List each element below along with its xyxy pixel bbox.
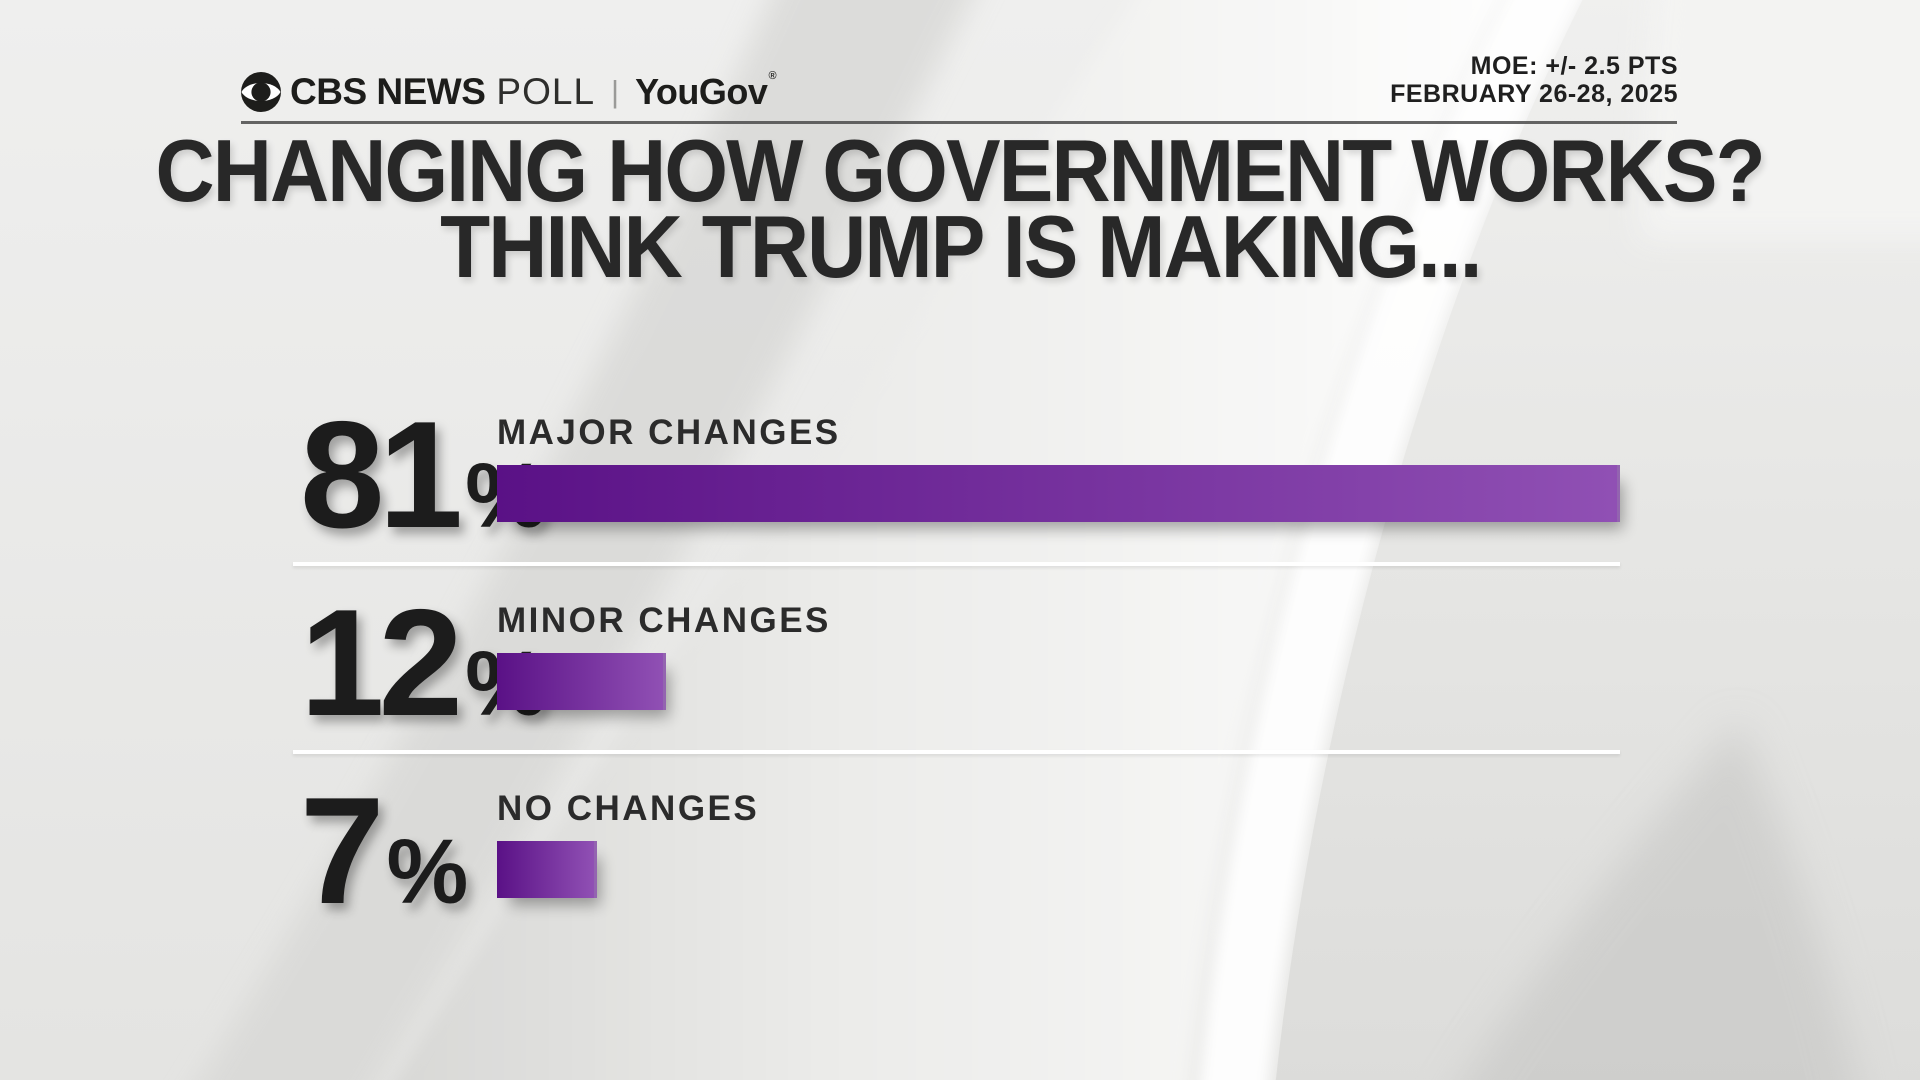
registered-mark: ® <box>768 70 777 82</box>
row-separator <box>293 562 1620 566</box>
brand-divider: | <box>611 74 620 109</box>
category-label: MAJOR CHANGES <box>497 413 841 452</box>
bar-row: 81 % MAJOR CHANGES <box>293 390 1620 597</box>
value-number: 7 <box>300 766 385 936</box>
bar <box>497 653 666 710</box>
bar <box>497 465 1620 522</box>
brand-yougov: YouGov® <box>635 70 777 113</box>
chart-title-line1: CHANGING HOW GOVERNMENT WORKS? <box>155 121 1766 220</box>
value-number: 81 <box>300 390 463 560</box>
value-number: 12 <box>300 578 463 748</box>
header-divider-line <box>241 121 1677 124</box>
value-label: 81 % <box>300 390 547 560</box>
chart-title: CHANGING HOW GOVERNMENT WORKS? THINK TRU… <box>0 121 1920 296</box>
bar-row: 7 % NO CHANGES <box>293 766 1620 973</box>
date-line: FEBRUARY 26-28, 2025 <box>1390 80 1678 108</box>
brand-poll: POLL <box>496 71 596 112</box>
percent-sign: % <box>386 821 469 923</box>
moe-line: MOE: +/- 2.5 PTS <box>1470 52 1678 80</box>
category-label: NO CHANGES <box>497 789 760 828</box>
category-label: MINOR CHANGES <box>497 601 831 640</box>
row-separator <box>293 750 1620 754</box>
poll-metadata: MOE: +/- 2.5 PTS FEBRUARY 26-28, 2025 <box>1390 52 1678 108</box>
brand-cbs-news: CBS NEWS <box>290 71 486 112</box>
cbs-news-poll-logo: CBS NEWS POLL | YouGov® <box>241 70 777 114</box>
value-label: 7 % <box>300 766 468 936</box>
bar-row: 12 % MINOR CHANGES <box>293 578 1620 785</box>
chart-title-line2: THINK TRUMP IS MAKING... <box>439 197 1482 296</box>
cbs-eye-icon <box>241 72 281 112</box>
bar <box>497 841 597 898</box>
